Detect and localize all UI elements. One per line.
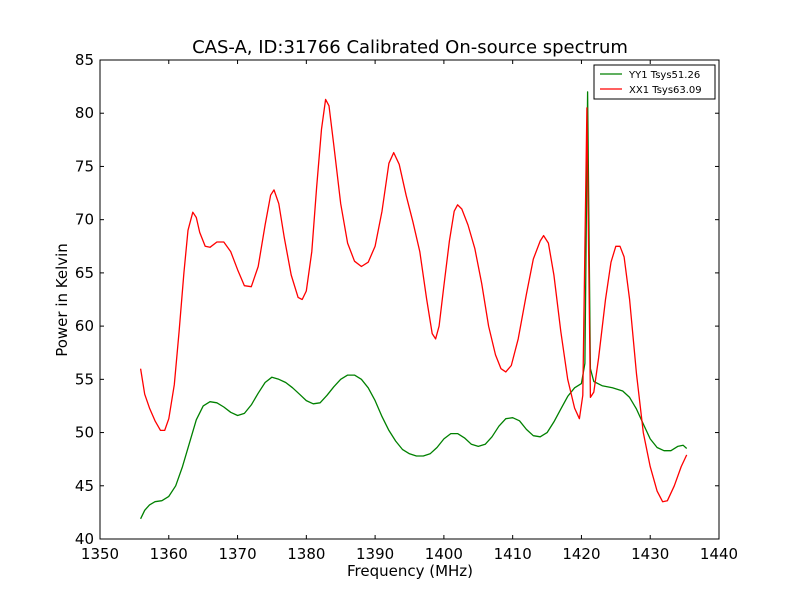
y-tick-label: 60: [75, 317, 94, 335]
x-tick-label: 1430: [631, 545, 669, 563]
series-layer: [139, 91, 688, 520]
y-tick-label: 75: [75, 157, 94, 175]
x-tick-label: 1370: [218, 545, 256, 563]
chart-title: CAS-A, ID:31766 Calibrated On-source spe…: [192, 37, 628, 58]
x-tick-label: 1360: [150, 545, 188, 563]
y-tick-label: 85: [75, 51, 94, 69]
series-line-yy1: [140, 91, 688, 520]
legend: YY1 Tsys51.26 XX1 Tsys63.09: [593, 64, 716, 100]
y-tick-label: 40: [75, 530, 94, 548]
y-tick-label: 65: [75, 264, 94, 282]
x-tick-label: 1400: [425, 545, 463, 563]
series-line-xx1: [139, 98, 688, 503]
legend-box: [593, 64, 716, 100]
legend-label-xx1: XX1 Tsys63.09: [629, 85, 702, 96]
legend-label-yy1: YY1 Tsys51.26: [628, 70, 700, 81]
y-tick-label: 70: [75, 211, 94, 229]
x-tick-label: 1440: [700, 545, 738, 563]
plot-frame: [99, 59, 720, 540]
ticks-layer: 1350 1360 1370 1380 1390 1400 1410 1420 1430 1440…: [75, 51, 738, 563]
y-tick-label: 50: [75, 424, 94, 442]
x-axis-label: Frequency (MHz): [347, 562, 473, 580]
y-tick-label: 45: [75, 477, 94, 495]
x-tick-label: 1350: [81, 545, 119, 563]
y-axis-label: Power in Kelvin: [53, 243, 71, 357]
x-tick-label: 1390: [356, 545, 394, 563]
y-tick-label: 80: [75, 104, 94, 122]
x-tick-label: 1410: [494, 545, 532, 563]
y-tick-label: 55: [75, 370, 94, 388]
x-tick-label: 1380: [287, 545, 325, 563]
x-tick-label: 1420: [562, 545, 600, 563]
